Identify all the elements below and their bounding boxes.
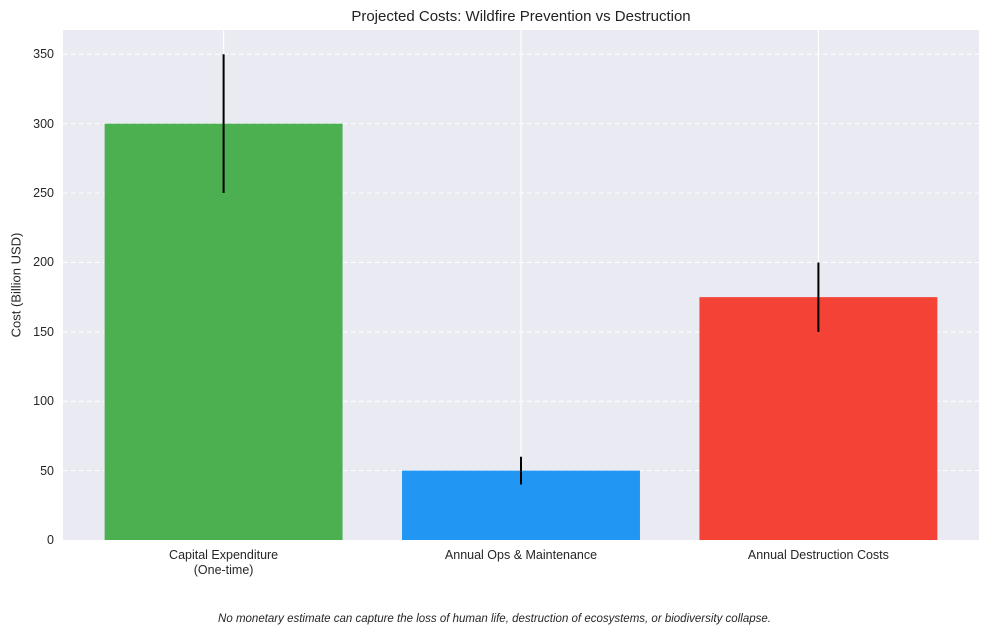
y-tick-label: 150 (33, 324, 54, 339)
x-tick-label: Annual Destruction Costs (747, 548, 889, 562)
y-tick-label: 50 (40, 463, 54, 478)
y-axis-label: Cost (Billion USD) (8, 232, 24, 338)
x-tick-label: Annual Ops & Maintenance (444, 548, 598, 562)
y-tick-label: 300 (33, 116, 54, 131)
y-tick-label: 100 (33, 394, 54, 409)
y-tick-label: 250 (33, 186, 54, 201)
y-tick-label: 350 (33, 47, 54, 62)
chart-title: Projected Costs: Wildfire Prevention vs … (351, 8, 691, 25)
footnote-annotation: No monetary estimate can capture the los… (218, 613, 771, 625)
x-tick-label: Capital Expenditure (One-time) (169, 548, 279, 577)
bar (699, 297, 938, 540)
y-tick-label: 0 (47, 533, 54, 547)
y-tick-label: 200 (33, 255, 54, 270)
